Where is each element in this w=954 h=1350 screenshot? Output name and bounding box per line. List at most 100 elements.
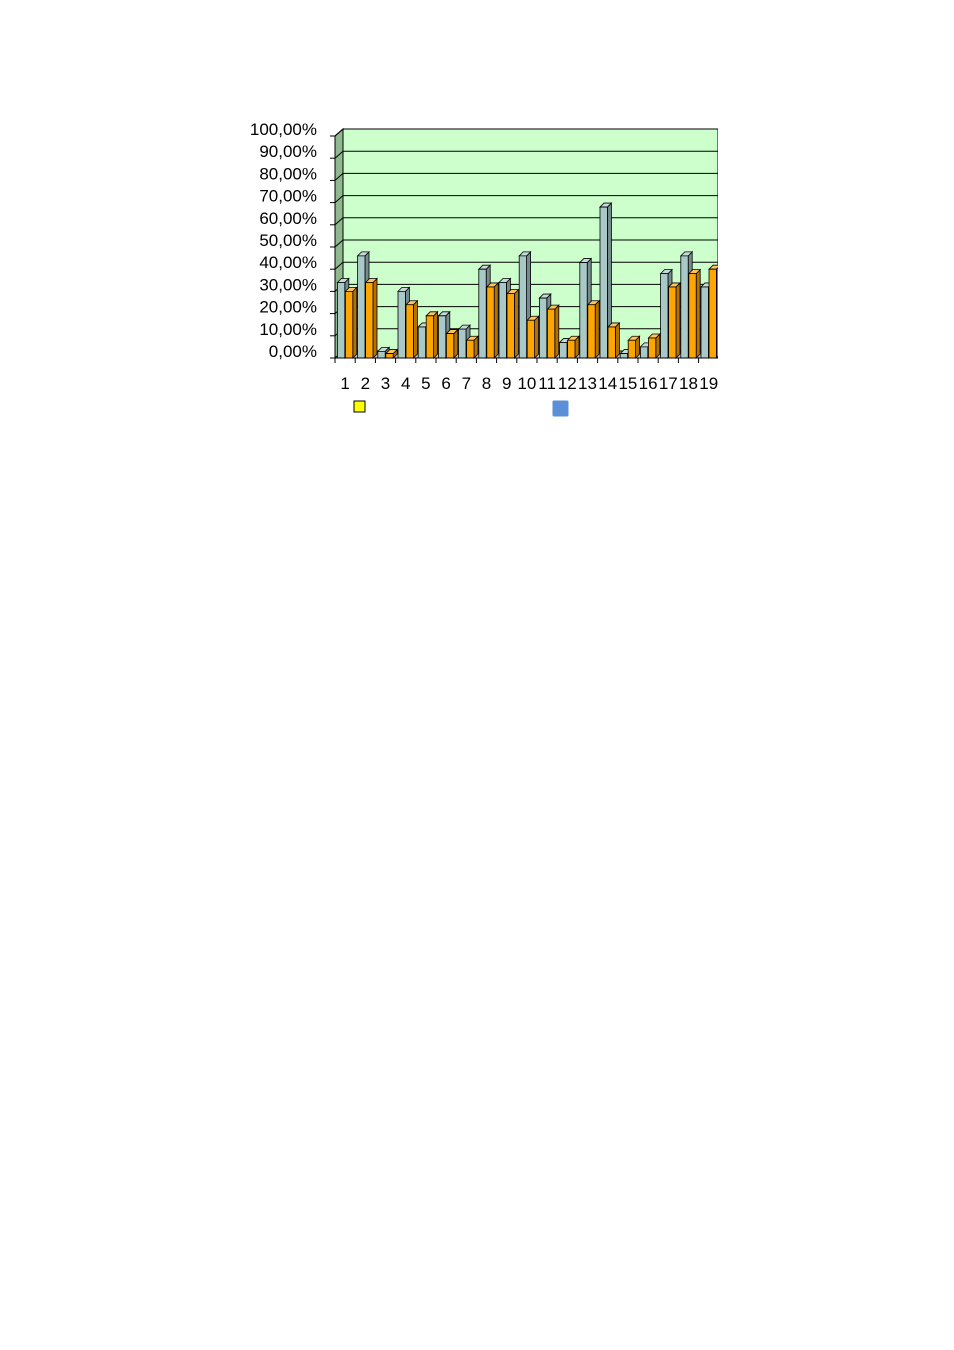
bar-front: [700, 286, 709, 359]
bar-front: [680, 255, 689, 359]
x-tick-label: 19: [699, 374, 718, 393]
x-tick-label: 2: [361, 374, 370, 393]
gridline-side: [334, 173, 344, 181]
bar-4-series-2: [405, 299, 419, 359]
x-tick-label: 4: [401, 374, 410, 393]
x-tick-label: 18: [679, 374, 698, 393]
x-tick-label: 7: [462, 374, 471, 393]
x-tick-label: 17: [659, 374, 678, 393]
x-tick-label: 1: [340, 374, 349, 393]
bar-16-series-2: [647, 333, 661, 359]
bar-front: [405, 304, 414, 359]
bar-front: [599, 206, 608, 359]
bar-front: [660, 273, 669, 359]
bar-14-series-2: [607, 321, 621, 359]
y-tick-label: 30,00%: [259, 275, 317, 294]
y-tick-label: 10,00%: [259, 320, 317, 339]
bar-front: [357, 255, 366, 359]
bar-front: [397, 290, 406, 359]
bar-front: [648, 337, 657, 359]
bar-6-series-2: [445, 328, 459, 359]
y-tick-label: 80,00%: [259, 164, 317, 183]
y-tick-label: 20,00%: [259, 298, 317, 317]
y-tick-label: 90,00%: [259, 142, 317, 161]
bar-14-series-1: [599, 202, 613, 359]
bar-front: [627, 339, 636, 359]
bar-front: [587, 304, 596, 359]
bar-front: [688, 273, 697, 359]
bar-side: [594, 299, 600, 359]
x-tick-label: 16: [639, 374, 658, 393]
y-tick-label: 70,00%: [259, 187, 317, 206]
bar-8-series-2: [485, 281, 500, 359]
bar-side: [493, 281, 499, 359]
y-tick-label: 60,00%: [259, 209, 317, 228]
bar-side: [675, 281, 681, 359]
bar-front: [640, 346, 649, 359]
x-tick-label: 14: [598, 374, 617, 393]
bar-front: [526, 319, 535, 359]
x-tick-label: 10: [517, 374, 536, 393]
bar-side: [412, 299, 418, 359]
legend-swatch-1: [353, 400, 366, 413]
bar-front: [437, 315, 447, 359]
bar-front: [377, 350, 386, 359]
bar-11-series-2: [546, 304, 560, 359]
gridline-side: [334, 261, 344, 270]
bar-front: [385, 353, 394, 359]
bar-front: [567, 339, 576, 359]
y-tick-label: 40,00%: [259, 253, 317, 272]
x-tick-label: 9: [502, 374, 511, 393]
x-tick-label: 12: [558, 374, 577, 393]
bar-7-series-2: [465, 335, 479, 359]
bar-side: [372, 277, 378, 359]
bar-side: [352, 286, 358, 359]
x-tick-label: 13: [578, 374, 597, 393]
bar-10-series-2: [526, 315, 540, 359]
gridline-side: [334, 150, 344, 159]
bar-15-series-2: [627, 335, 641, 359]
bar-front: [518, 255, 527, 359]
gridline-side: [334, 239, 344, 248]
bar-front: [559, 342, 568, 359]
bar-front: [668, 286, 677, 359]
bar-front: [547, 308, 556, 359]
x-tick-label: 3: [381, 374, 390, 393]
bar-front: [365, 282, 374, 359]
bar-front: [619, 353, 628, 359]
bar-side: [534, 315, 539, 359]
bar-side: [453, 328, 459, 359]
bar-front: [417, 326, 427, 359]
bar-13-series-2: [586, 299, 601, 359]
bar-front: [445, 333, 455, 359]
bar-1-series-2: [344, 286, 358, 359]
gridline-side: [334, 217, 344, 226]
x-tick-label: 11: [538, 374, 556, 393]
bar-12-series-2: [566, 335, 580, 359]
bar-front: [607, 326, 616, 359]
legend-swatch-2: [552, 400, 569, 417]
bar-front: [708, 268, 717, 359]
bar-front: [466, 339, 475, 359]
bar-front: [486, 286, 495, 359]
bar-front: [458, 328, 467, 359]
bar-front: [579, 262, 588, 359]
bar-9-series-2: [506, 288, 520, 359]
bar-side: [695, 268, 701, 359]
bar-front: [506, 293, 515, 359]
x-tick-label: 8: [482, 374, 491, 393]
x-tick-label: 6: [441, 374, 450, 393]
bar-5-series-2: [425, 310, 439, 359]
bar-front: [344, 290, 354, 359]
x-tick-label: 5: [421, 374, 430, 393]
y-tick-label: 0,00%: [269, 342, 317, 361]
bar-front: [498, 282, 507, 359]
gridline-side: [334, 195, 344, 203]
bar-front: [336, 282, 346, 359]
y-tick-label: 100,00%: [250, 120, 317, 139]
bar-side: [433, 310, 439, 359]
gridline-side: [334, 128, 344, 137]
bar-side: [514, 288, 519, 359]
bar-front: [425, 315, 435, 359]
bar-17-series-2: [667, 281, 681, 359]
